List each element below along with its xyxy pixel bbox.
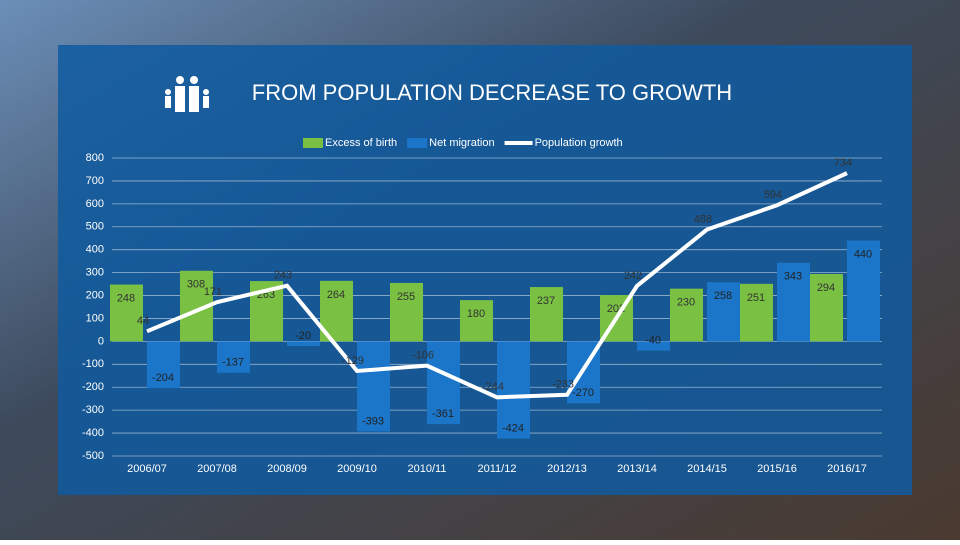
data-label: -393	[362, 415, 384, 427]
bar	[670, 288, 703, 342]
y-tick-label: 700	[86, 175, 104, 187]
data-label: -20	[295, 330, 311, 342]
data-label: 243	[274, 270, 292, 282]
chart-title: FROM POPULATION DECREASE TO GROWTH	[252, 80, 732, 105]
bar	[110, 284, 143, 342]
data-label: 264	[327, 289, 345, 301]
bar	[390, 282, 423, 342]
y-tick-label: 500	[86, 221, 104, 233]
data-label: 488	[694, 213, 712, 225]
bar	[427, 341, 460, 425]
data-label: -361	[432, 408, 454, 420]
data-label: 440	[854, 248, 872, 260]
line	[146, 171, 848, 400]
y-tick-label: -300	[82, 404, 104, 416]
x-tick-label: 2008/09	[267, 463, 307, 475]
bar	[497, 341, 530, 439]
legend-label: Excess of birth	[325, 137, 397, 149]
y-tick-label: 400	[86, 244, 104, 256]
bar	[357, 341, 390, 432]
data-label: 248	[117, 292, 135, 304]
data-label: 242	[624, 270, 642, 282]
data-label: -137	[222, 357, 244, 369]
data-label: -270	[572, 387, 594, 399]
bar	[637, 341, 670, 351]
y-tick-label: 200	[86, 289, 104, 301]
data-label: 258	[714, 290, 732, 302]
data-label: -424	[502, 422, 524, 434]
x-tick-label: 2006/07	[127, 463, 167, 475]
y-tick-label: 800	[86, 152, 104, 164]
data-label: 44	[137, 315, 149, 327]
x-tick-label: 2014/15	[687, 463, 727, 475]
x-tick-label: 2016/17	[827, 463, 867, 475]
y-tick-label: -200	[82, 381, 104, 393]
bar	[147, 341, 180, 389]
data-label: 251	[747, 292, 765, 304]
x-tick-label: 2010/11	[408, 463, 447, 475]
x-tick-label: 2007/08	[197, 463, 237, 475]
x-tick-label: 2009/10	[337, 463, 377, 475]
x-tick-label: 2011/12	[478, 463, 517, 475]
bar	[847, 240, 880, 342]
family-icon	[165, 76, 209, 112]
data-label: -244	[482, 381, 504, 393]
data-label: 237	[537, 295, 555, 307]
data-label: -106	[412, 350, 434, 362]
data-label: 343	[784, 271, 802, 283]
data-label: 308	[187, 279, 205, 291]
y-tick-label: 100	[86, 312, 104, 324]
data-label: 594	[764, 189, 782, 201]
x-tick-label: 2015/16	[757, 463, 797, 475]
y-tick-label: 600	[86, 198, 104, 210]
bar	[287, 341, 320, 346]
data-label: 180	[467, 308, 485, 320]
bar	[530, 287, 563, 342]
y-tick-label: -400	[82, 427, 104, 439]
data-label: 171	[204, 286, 222, 298]
data-label: 255	[397, 291, 415, 303]
bar	[810, 273, 843, 342]
x-tick-label: 2012/13	[547, 463, 587, 475]
y-tick-label: -500	[82, 450, 104, 462]
legend-swatch	[303, 138, 323, 148]
y-tick-label: -100	[82, 358, 104, 370]
legend-swatch	[407, 138, 428, 148]
bar	[460, 300, 493, 342]
data-label: 734	[834, 157, 852, 169]
y-tick-label: 0	[98, 335, 104, 347]
data-label: -233	[552, 379, 574, 391]
data-label: -129	[342, 355, 364, 367]
data-label: -40	[645, 334, 661, 346]
data-label: 294	[817, 282, 835, 294]
y-tick-label: 300	[86, 267, 104, 279]
legend-label: Population growth	[535, 137, 623, 149]
x-tick-label: 2013/14	[617, 463, 657, 475]
bar	[740, 283, 773, 342]
data-label: 230	[677, 297, 695, 309]
data-label: -204	[152, 372, 174, 384]
bar	[217, 341, 250, 373]
legend-label: Net migration	[429, 137, 494, 149]
panel	[58, 45, 912, 495]
bar	[707, 282, 740, 342]
bar	[777, 262, 810, 342]
